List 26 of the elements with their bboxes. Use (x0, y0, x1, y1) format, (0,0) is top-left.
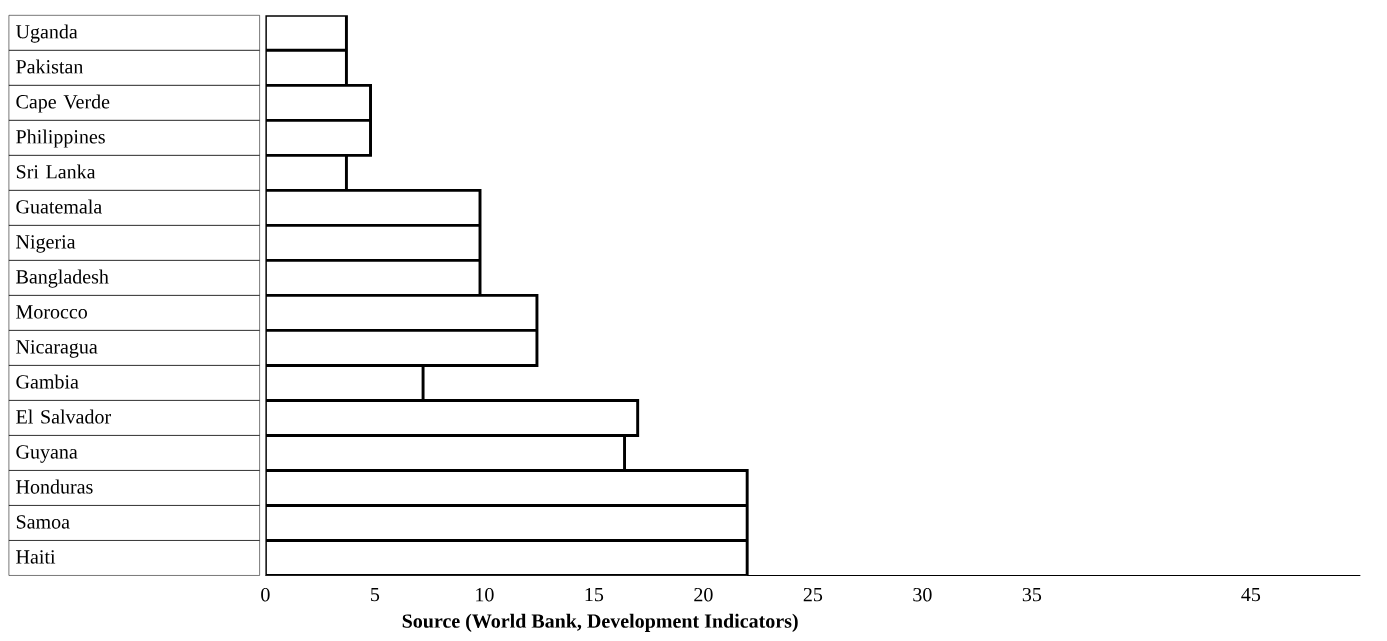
x-tick-label: 45 (1241, 587, 1261, 602)
x-tick-label: 30 (913, 587, 932, 602)
x-tick-label: 5 (371, 587, 380, 601)
y-tick-label: Guatemala (16, 199, 102, 214)
y-tick-label: Bangladesh (16, 269, 109, 288)
x-tick-label: 25 (803, 587, 823, 602)
y-tick-label: Samoa (16, 514, 70, 529)
y-tick-label: Nigeria (16, 234, 76, 253)
y-tick-label: Philippines (16, 129, 105, 148)
y-tick-label: Cape Verde (16, 94, 110, 113)
x-tick-label: 35 (1022, 587, 1042, 602)
y-tick-label: Haiti (16, 549, 56, 564)
y-tick-label: Nicaragua (16, 339, 98, 358)
x-tick-label: 0 (261, 587, 270, 602)
y-tick-label: Morocco (16, 305, 88, 319)
source-note: Source (World Bank, Development Indicators) (402, 613, 798, 632)
y-tick-label: El Salvador (16, 409, 111, 424)
y-tick-label: Uganda (15, 24, 78, 43)
x-tick-label: 10 (476, 587, 494, 602)
x-tick-label: 20 (694, 587, 713, 602)
y-tick-label: Honduras (16, 479, 93, 494)
y-tick-label: Sri Lanka (16, 164, 96, 179)
y-tick-label: Guyana (16, 444, 78, 463)
y-tick-label: Pakistan (16, 59, 84, 74)
y-tick-label: Gambia (16, 374, 79, 389)
x-tick-label: 15 (585, 587, 604, 602)
